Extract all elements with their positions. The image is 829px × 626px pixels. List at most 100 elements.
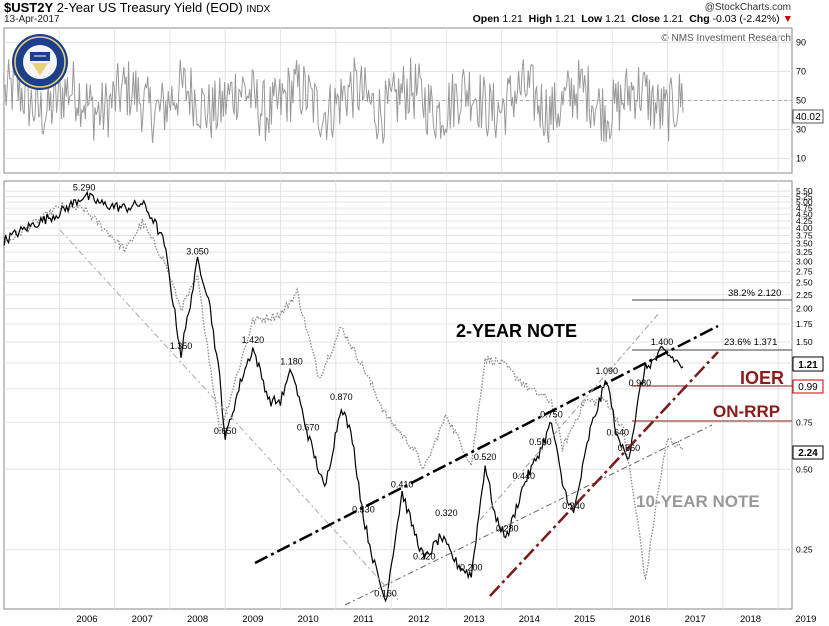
osc-y-tick-label: 70 — [796, 67, 806, 77]
x-tick-label: 2007 — [132, 614, 153, 625]
brand-label: @StockCharts.com — [704, 2, 791, 13]
data-label: 0.870 — [330, 392, 353, 402]
data-label: 5.290 — [73, 183, 96, 193]
x-tick-label: 2014 — [519, 614, 540, 625]
data-label: 1.420 — [242, 335, 265, 345]
y-tick-label: 2.50 — [796, 278, 813, 288]
annotation-ioer: IOER — [740, 368, 784, 388]
data-label: 1.180 — [280, 357, 303, 367]
osc-line — [4, 57, 684, 144]
data-label: 1.400 — [651, 337, 674, 347]
data-label: 0.440 — [513, 471, 536, 481]
data-label: 0.980 — [629, 378, 652, 388]
data-label: 0.670 — [297, 422, 320, 432]
current-price-label: 1.21 — [798, 360, 818, 371]
data-label: 0.200 — [460, 563, 483, 573]
x-tick-label: 2013 — [463, 614, 484, 625]
y-tick-label: 4.75 — [796, 203, 813, 213]
osc-value-label: 40.02 — [795, 112, 820, 123]
annotation-2yr: 2-YEAR NOTE — [456, 321, 577, 341]
exchange: INDX — [246, 4, 271, 15]
y-tick-label: 4.00 — [796, 223, 813, 233]
data-label: 0.330 — [352, 505, 375, 515]
annotation-onrrp: ON-RRP — [713, 402, 780, 421]
current-price-box: 1.21 — [792, 356, 824, 372]
y-tick-label: 0.75 — [796, 417, 813, 427]
data-label: 0.160 — [374, 589, 397, 599]
data-label: 0.340 — [562, 501, 585, 511]
grid: 2006 2007 2008 2009 2010 2011 2012 2013 2014 2015… — [4, 28, 816, 625]
upper-channel-line — [254, 324, 719, 565]
osc-y-tick-label: 10 — [796, 154, 806, 164]
close-label: Close — [631, 13, 660, 25]
ioer-price-box: 0.99 — [792, 379, 824, 394]
ten-year-price-box: 2.24 — [792, 445, 824, 460]
x-tick-label: 2019 — [795, 614, 816, 625]
y-tick-label: 5.00 — [796, 197, 813, 207]
data-label: 0.560 — [618, 443, 641, 453]
fib-382-label: 38.2% 2.120 — [728, 288, 781, 299]
y-tick-label: 5.25 — [796, 191, 813, 201]
trendlines — [59, 229, 719, 606]
y-tick-label: 2.25 — [796, 290, 813, 300]
red-channel-lower — [489, 351, 719, 597]
long-downtrend-line — [59, 229, 401, 603]
open-value: 1.21 — [502, 13, 523, 25]
osc-y-tick-label: 50 — [796, 96, 806, 106]
y-tick-label: 3.25 — [796, 247, 813, 257]
x-tick-label: 2008 — [187, 614, 208, 625]
data-label: 1.090 — [595, 366, 618, 376]
y-tick-label: 0.25 — [796, 545, 813, 555]
x-tick-label: 2016 — [629, 614, 650, 625]
oscillator-plot — [4, 57, 684, 144]
red-channel-inner — [479, 311, 661, 521]
close-value: 1.21 — [662, 13, 684, 25]
low-label: Low — [581, 13, 603, 25]
down-triangle-icon: ▼ — [782, 13, 793, 25]
price-panel-frame — [3, 180, 793, 610]
ioer-price-label: 0.99 — [798, 382, 818, 393]
data-label: 0.750 — [540, 409, 563, 419]
data-label: 0.280 — [496, 524, 519, 534]
annotation-10yr: 10-YEAR NOTE — [636, 492, 760, 511]
chg-value: -0.03 (-2.42%) — [712, 13, 780, 25]
x-tick-label: 2018 — [740, 614, 761, 625]
data-label: 0.650 — [214, 426, 237, 436]
x-tick-label: 2012 — [408, 614, 429, 625]
y-tick-label: 1.75 — [796, 319, 813, 329]
osc-y-tick-label: 90 — [796, 38, 806, 48]
x-tick-label: 2006 — [76, 614, 97, 625]
low-value: 1.21 — [605, 13, 626, 25]
credit-label: © NMS Investment Research — [661, 33, 791, 44]
y-tick-label: 3.75 — [796, 231, 813, 241]
data-label: 0.520 — [474, 452, 497, 462]
ohlc-readout: Open 1.21 High 1.21 Low 1.21 Close 1.21 … — [473, 13, 793, 25]
data-label: 0.410 — [391, 479, 414, 489]
data-label: 0.220 — [413, 552, 436, 562]
data-label: 0.590 — [529, 437, 552, 447]
osc-y-tick-label: 30 — [796, 125, 806, 135]
open-label: Open — [472, 13, 500, 25]
y-tick-label: 2.00 — [796, 303, 813, 313]
data-label: 3.050 — [186, 247, 209, 257]
ten-year-series-line — [3, 201, 684, 581]
symbol: $UST2Y — [4, 0, 54, 15]
data-label: 1.350 — [170, 341, 193, 351]
fib-236-label: 23.6% 1.371 — [724, 337, 777, 348]
osc-value-box: 40.02 — [792, 109, 824, 124]
chart-date: 13-Apr-2017 — [4, 14, 60, 25]
two-year-series-line — [3, 190, 684, 603]
x-tick-label: 2015 — [574, 614, 595, 625]
y-tick-label: 3.00 — [796, 256, 813, 266]
x-tick-label: 2009 — [242, 614, 263, 625]
y-tick-label: 2.75 — [796, 267, 813, 277]
label-layer: 5.290 3.050 1.350 1.420 0.650 1.180 0.670 0.870… — [73, 183, 673, 599]
y-tick-label: 4.25 — [796, 216, 813, 226]
data-label: 0.640 — [607, 428, 630, 438]
y-tick-label: 0.50 — [796, 464, 813, 474]
us-treasury-seal-icon — [12, 34, 68, 90]
high-value: 1.21 — [554, 13, 576, 25]
description: 2-Year US Treasury Yield (EOD) — [56, 0, 243, 15]
